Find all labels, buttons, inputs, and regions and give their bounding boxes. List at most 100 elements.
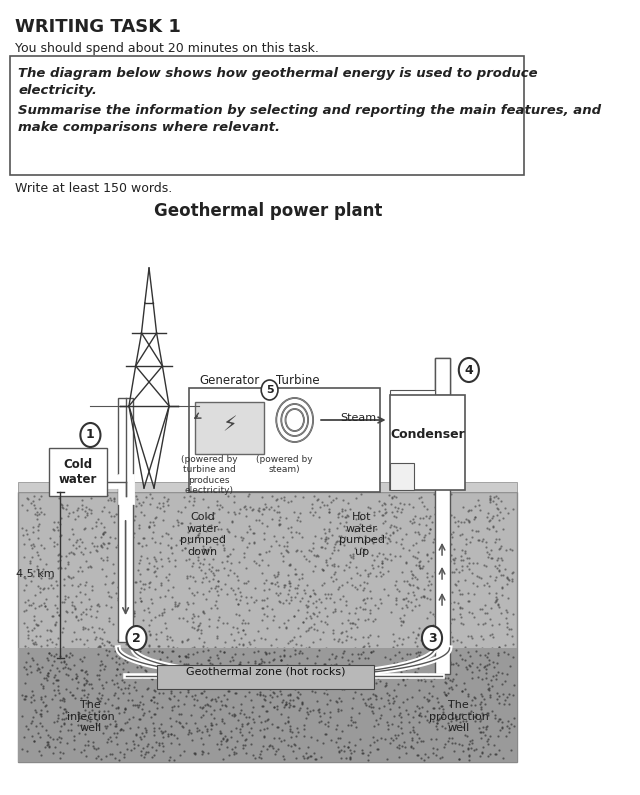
Point — [147, 515, 157, 528]
Point — [157, 664, 167, 677]
Point — [36, 687, 47, 700]
Point — [197, 726, 207, 739]
Point — [52, 520, 62, 533]
Point — [356, 744, 367, 757]
Point — [191, 662, 202, 675]
Point — [304, 717, 314, 730]
Point — [243, 660, 253, 673]
Point — [297, 697, 307, 710]
Point — [312, 548, 323, 560]
Point — [32, 730, 42, 743]
Point — [357, 747, 367, 759]
Point — [202, 642, 212, 654]
Point — [111, 587, 122, 599]
Point — [147, 673, 157, 685]
Point — [44, 653, 54, 666]
Point — [25, 555, 35, 568]
Point — [500, 675, 510, 688]
Point — [59, 717, 69, 730]
Point — [52, 680, 63, 692]
Point — [63, 506, 74, 519]
Point — [479, 707, 489, 719]
Point — [67, 605, 77, 618]
Text: 2: 2 — [132, 631, 141, 645]
Point — [426, 645, 436, 657]
Point — [419, 667, 429, 680]
Point — [472, 580, 483, 593]
Point — [373, 601, 383, 614]
Point — [388, 526, 398, 539]
Point — [458, 702, 468, 715]
Point — [110, 718, 120, 731]
Point — [444, 635, 454, 648]
Point — [61, 683, 72, 696]
Point — [198, 746, 209, 758]
Point — [130, 636, 140, 649]
Point — [414, 560, 424, 572]
Point — [454, 716, 465, 728]
Point — [501, 571, 511, 584]
Point — [493, 743, 504, 756]
Point — [431, 735, 442, 747]
Point — [493, 712, 504, 725]
Point — [238, 674, 248, 687]
Point — [131, 644, 141, 657]
Point — [217, 501, 227, 514]
Point — [212, 620, 222, 633]
Point — [282, 718, 292, 731]
Point — [340, 625, 351, 638]
Point — [353, 707, 364, 719]
Point — [355, 518, 365, 531]
Point — [42, 558, 52, 571]
Point — [495, 713, 505, 726]
Point — [499, 750, 509, 762]
Point — [138, 582, 148, 595]
Point — [433, 727, 444, 740]
Point — [481, 683, 491, 696]
Point — [207, 560, 217, 573]
Point — [358, 544, 369, 556]
Point — [33, 518, 44, 530]
Text: Steam: Steam — [340, 413, 376, 423]
Point — [54, 651, 65, 664]
Point — [456, 611, 467, 624]
Point — [188, 498, 198, 511]
Point — [243, 663, 253, 676]
Point — [65, 661, 75, 674]
Point — [466, 503, 476, 516]
Point — [130, 595, 140, 608]
Point — [366, 591, 376, 604]
Point — [394, 584, 404, 597]
Point — [71, 610, 81, 622]
Point — [19, 616, 29, 629]
Point — [431, 634, 442, 647]
Point — [115, 739, 125, 751]
Point — [324, 679, 335, 692]
Point — [377, 529, 387, 541]
Point — [476, 708, 486, 720]
Point — [180, 716, 191, 729]
Point — [24, 731, 34, 743]
Point — [474, 722, 484, 735]
Point — [278, 750, 289, 762]
Point — [110, 644, 120, 657]
Point — [268, 731, 278, 744]
Point — [298, 659, 308, 672]
Point — [58, 579, 68, 591]
Point — [159, 505, 169, 518]
Point — [148, 748, 159, 761]
Point — [129, 607, 140, 619]
Point — [493, 502, 503, 515]
Point — [471, 525, 481, 537]
Point — [502, 647, 513, 660]
Point — [372, 648, 383, 661]
Point — [195, 682, 205, 695]
Point — [343, 740, 353, 753]
Point — [344, 716, 354, 728]
Point — [350, 580, 360, 593]
Point — [417, 673, 427, 686]
Point — [255, 704, 265, 716]
Point — [58, 689, 68, 702]
Point — [463, 563, 474, 576]
Point — [36, 716, 46, 729]
